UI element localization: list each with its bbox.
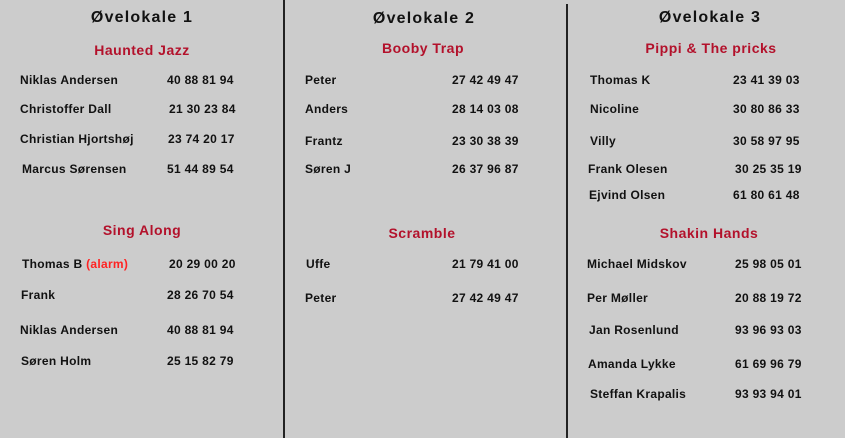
room-title: Øvelokale 1: [90, 9, 194, 26]
alarm-note: (alarm): [86, 257, 129, 271]
member-phone: 23 30 38 39: [452, 134, 519, 148]
member-phone: 23 41 39 03: [733, 73, 800, 87]
member-name: Niklas Andersen: [20, 73, 119, 87]
member-name: Christoffer Dall: [20, 102, 112, 116]
member-name: Amanda Lykke: [588, 357, 676, 371]
member-phone: 26 37 96 87: [452, 162, 519, 176]
member-phone: 21 79 41 00: [452, 257, 519, 271]
member-phone: 30 25 35 19: [735, 162, 802, 176]
member-name: Frank Olesen: [588, 162, 668, 176]
member-name: Thomas K: [590, 73, 651, 87]
member-name: Søren J: [305, 162, 352, 176]
member-phone: 51 44 89 54: [167, 162, 234, 176]
member-phone: 28 14 03 08: [452, 102, 519, 116]
member-name: Steffan Krapalis: [590, 387, 687, 401]
band-title: Sing Along: [102, 222, 182, 238]
room-title: Øvelokale 2: [372, 10, 476, 27]
member-name: Peter: [305, 291, 337, 305]
member-name: Michael Midskov: [587, 257, 687, 271]
member-name: Marcus Sørensen: [22, 162, 127, 176]
member-name-text: Thomas B: [22, 257, 83, 271]
member-name: Frantz: [305, 134, 343, 148]
room-title: Øvelokale 3: [658, 9, 762, 26]
member-phone: 30 58 97 95: [733, 134, 800, 148]
member-phone: 40 88 81 94: [167, 73, 234, 87]
member-phone: 93 93 94 01: [735, 387, 802, 401]
member-phone: 61 80 61 48: [733, 188, 800, 202]
member-name: Villy: [590, 134, 616, 148]
member-phone: 27 42 49 47: [452, 291, 519, 305]
member-phone: 25 15 82 79: [167, 354, 234, 368]
member-name: Ejvind Olsen: [589, 188, 666, 202]
band-title: Haunted Jazz: [94, 42, 190, 58]
member-phone: 40 88 81 94: [167, 323, 234, 337]
member-phone: 93 96 93 03: [735, 323, 802, 337]
member-name: Thomas B (alarm): [22, 256, 128, 272]
band-title: Shakin Hands: [659, 225, 759, 241]
band-title: Booby Trap: [381, 40, 464, 56]
member-phone: 20 88 19 72: [735, 291, 802, 305]
member-phone: 21 30 23 84: [169, 102, 236, 116]
member-phone: 61 69 96 79: [735, 357, 802, 371]
column-divider: [566, 4, 568, 438]
member-phone: 27 42 49 47: [452, 73, 519, 87]
member-phone: 20 29 00 20: [169, 257, 236, 271]
member-name: Niklas Andersen: [20, 323, 119, 337]
band-title: Pippi & The pricks: [645, 40, 777, 56]
member-name: Peter: [305, 73, 337, 87]
member-phone: 25 98 05 01: [735, 257, 802, 271]
member-phone: 23 74 20 17: [168, 132, 235, 146]
band-title: Scramble: [388, 225, 456, 241]
member-name: Søren Holm: [21, 354, 92, 368]
member-name: Anders: [305, 102, 349, 116]
member-name: Nicoline: [590, 102, 640, 116]
column-divider: [283, 0, 285, 438]
member-phone: 30 80 86 33: [733, 102, 800, 116]
member-phone: 28 26 70 54: [167, 288, 234, 302]
member-name: Christian Hjortshøj: [20, 132, 134, 146]
member-name: Jan Rosenlund: [589, 323, 679, 337]
member-name: Uffe: [306, 257, 331, 271]
member-name: Per Møller: [587, 291, 649, 305]
member-name: Frank: [21, 288, 56, 302]
